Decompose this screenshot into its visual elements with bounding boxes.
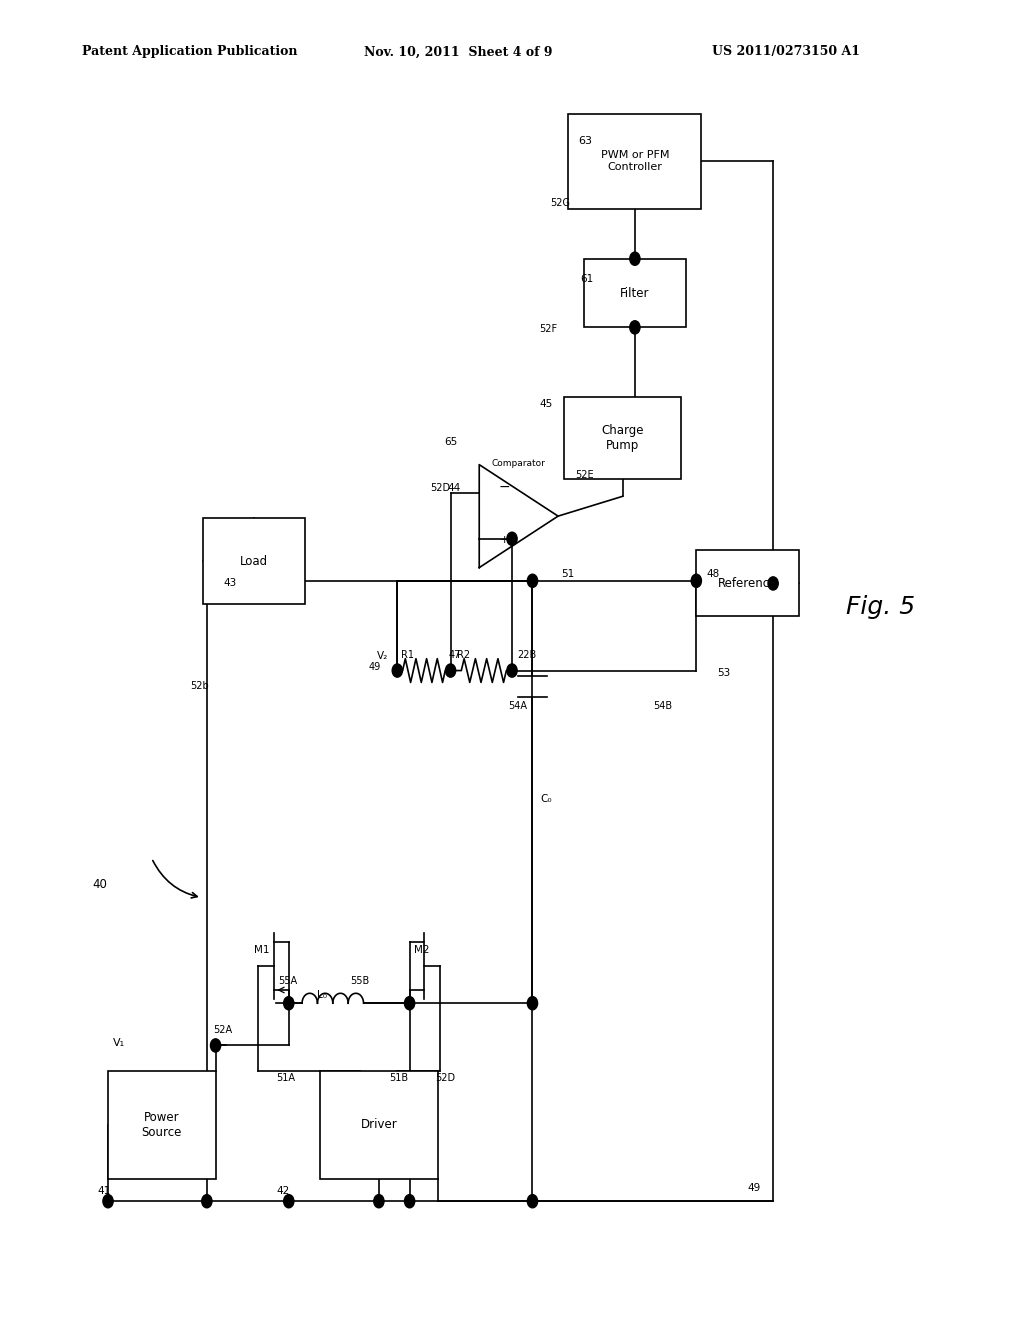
Text: 52F: 52F xyxy=(540,323,558,334)
FancyBboxPatch shape xyxy=(568,114,701,209)
Circle shape xyxy=(284,1195,294,1208)
FancyBboxPatch shape xyxy=(584,259,686,327)
Text: Charge
Pump: Charge Pump xyxy=(601,424,644,453)
Text: R2: R2 xyxy=(458,649,470,660)
Text: 63: 63 xyxy=(579,136,593,147)
Text: PWM or PFM
Controller: PWM or PFM Controller xyxy=(601,150,669,172)
Text: −: − xyxy=(499,480,511,494)
Circle shape xyxy=(527,1195,538,1208)
FancyBboxPatch shape xyxy=(563,397,682,479)
Text: 55B: 55B xyxy=(350,975,370,986)
Text: Filter: Filter xyxy=(621,286,649,300)
Circle shape xyxy=(527,574,538,587)
FancyBboxPatch shape xyxy=(109,1071,216,1179)
Circle shape xyxy=(202,1195,212,1208)
Text: Patent Application Publication: Patent Application Publication xyxy=(82,45,297,58)
Circle shape xyxy=(691,574,701,587)
Text: 52E: 52E xyxy=(575,470,594,480)
FancyBboxPatch shape xyxy=(203,519,305,605)
Text: V₂: V₂ xyxy=(377,651,388,661)
Text: 52b: 52b xyxy=(190,681,209,692)
Text: Driver: Driver xyxy=(360,1118,397,1131)
Text: 51: 51 xyxy=(561,569,574,579)
Text: 51A: 51A xyxy=(276,1073,296,1084)
Text: 52A: 52A xyxy=(213,1024,232,1035)
Text: Reference: Reference xyxy=(718,577,777,590)
Text: 55A: 55A xyxy=(279,975,298,986)
Circle shape xyxy=(507,664,517,677)
Text: 53: 53 xyxy=(717,668,730,678)
FancyBboxPatch shape xyxy=(696,550,799,616)
Text: 51B: 51B xyxy=(389,1073,409,1084)
Circle shape xyxy=(630,252,640,265)
Text: Comparator: Comparator xyxy=(492,459,545,467)
Circle shape xyxy=(445,664,456,677)
Text: 41: 41 xyxy=(97,1185,111,1196)
Circle shape xyxy=(768,577,778,590)
Text: 49: 49 xyxy=(748,1183,761,1193)
Text: 54A: 54A xyxy=(508,701,527,711)
Text: 65: 65 xyxy=(444,437,458,447)
Circle shape xyxy=(374,1195,384,1208)
Text: 52G: 52G xyxy=(550,198,570,209)
Text: Power
Source: Power Source xyxy=(141,1110,182,1139)
Text: US 2011/0273150 A1: US 2011/0273150 A1 xyxy=(712,45,860,58)
Text: 54B: 54B xyxy=(653,701,673,711)
Text: 49: 49 xyxy=(369,661,381,672)
Circle shape xyxy=(284,997,294,1010)
Text: M1: M1 xyxy=(254,945,269,956)
Text: 43: 43 xyxy=(223,578,237,589)
Text: 61: 61 xyxy=(581,273,594,284)
Text: Fig. 5: Fig. 5 xyxy=(846,595,915,619)
Text: 40: 40 xyxy=(92,878,108,891)
Text: L₀: L₀ xyxy=(317,990,328,1001)
Circle shape xyxy=(404,1195,415,1208)
FancyBboxPatch shape xyxy=(319,1071,438,1179)
Text: 52D: 52D xyxy=(435,1073,456,1084)
Text: Load: Load xyxy=(240,554,268,568)
Text: 45: 45 xyxy=(540,399,553,409)
Text: V₁: V₁ xyxy=(113,1038,125,1048)
Circle shape xyxy=(102,1195,114,1208)
Circle shape xyxy=(527,997,538,1010)
Circle shape xyxy=(211,1039,221,1052)
Text: 52D: 52D xyxy=(430,483,451,494)
Text: +: + xyxy=(500,535,510,545)
Text: M2: M2 xyxy=(414,945,429,956)
Circle shape xyxy=(392,664,402,677)
Text: R1: R1 xyxy=(401,649,414,660)
Text: 42: 42 xyxy=(276,1185,290,1196)
Text: C₀: C₀ xyxy=(541,793,552,804)
Text: Nov. 10, 2011  Sheet 4 of 9: Nov. 10, 2011 Sheet 4 of 9 xyxy=(364,45,552,58)
Text: 44: 44 xyxy=(447,483,461,494)
Circle shape xyxy=(630,321,640,334)
Circle shape xyxy=(507,532,517,545)
Text: 48: 48 xyxy=(707,569,720,579)
Circle shape xyxy=(404,997,415,1010)
Text: 22B: 22B xyxy=(517,649,537,660)
Text: 47: 47 xyxy=(449,649,461,660)
